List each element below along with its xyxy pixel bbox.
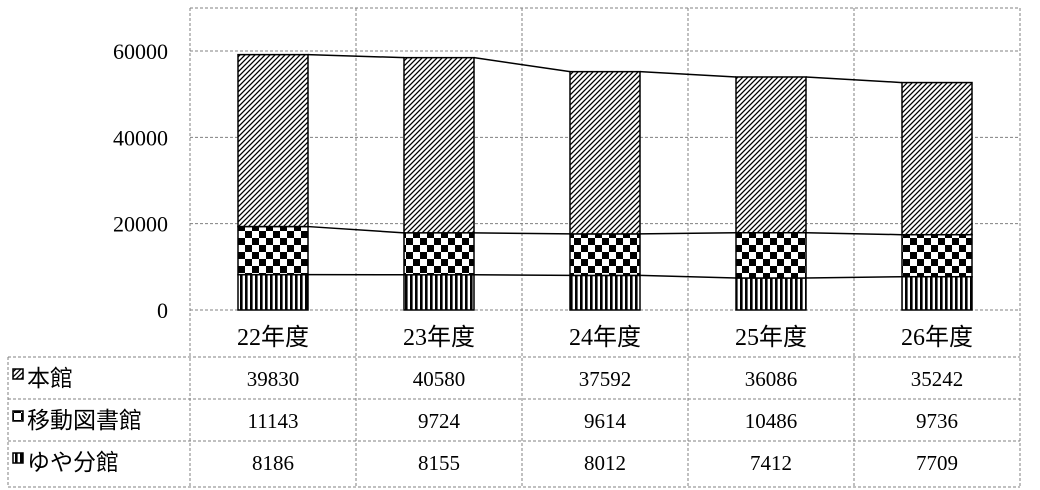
bar-segment-2 bbox=[735, 231, 807, 279]
table-cell-value: 35242 bbox=[911, 367, 964, 391]
y-tick-label: 40000 bbox=[113, 125, 168, 150]
series-line-3 bbox=[805, 76, 903, 84]
table-cell-value: 8155 bbox=[418, 451, 460, 475]
bar-segment-1 bbox=[901, 275, 973, 311]
y-axis: 0 20000 40000 60000 bbox=[113, 39, 168, 323]
bar-segment-2 bbox=[569, 233, 641, 277]
bar-segment-1 bbox=[403, 274, 475, 311]
bar-segment-3 bbox=[569, 70, 641, 235]
series-lines bbox=[307, 53, 903, 279]
series-line-2 bbox=[639, 231, 737, 235]
table-row-label: ゆや分館 bbox=[27, 450, 119, 475]
bar-segment-3 bbox=[735, 76, 807, 234]
bar-segment-2 bbox=[403, 232, 475, 276]
table-cell-value: 8012 bbox=[584, 451, 626, 475]
category-label: 26年度 bbox=[901, 324, 973, 351]
category-label: 24年度 bbox=[569, 324, 641, 351]
table-cell-value: 7709 bbox=[916, 451, 958, 475]
bar-segment-3 bbox=[901, 81, 973, 236]
table-cell-value: 40580 bbox=[413, 367, 466, 391]
bars bbox=[237, 53, 973, 311]
table-row-label: 移動図書館 bbox=[27, 408, 142, 433]
table-cell-value: 10486 bbox=[745, 409, 798, 433]
bar-segment-3 bbox=[237, 53, 309, 228]
category-label: 22年度 bbox=[237, 324, 309, 351]
series-line-3 bbox=[639, 70, 737, 78]
y-tick-label: 60000 bbox=[113, 39, 168, 64]
table-cell-value: 9736 bbox=[916, 409, 958, 433]
category-label: 25年度 bbox=[735, 324, 807, 351]
legend-key bbox=[12, 368, 24, 380]
legend-key bbox=[12, 452, 24, 464]
bar-segment-2 bbox=[237, 225, 309, 276]
series-line-1 bbox=[639, 274, 737, 279]
series-line-2 bbox=[805, 231, 903, 236]
bar-segment-2 bbox=[901, 233, 973, 278]
table-cell-value: 7412 bbox=[750, 451, 792, 475]
table-cell-value: 9614 bbox=[584, 409, 627, 433]
series-line-3 bbox=[473, 56, 571, 73]
bar-segment-1 bbox=[569, 274, 641, 311]
table-cell-value: 39830 bbox=[247, 367, 300, 391]
gridlines bbox=[7, 7, 1021, 488]
series-line-1 bbox=[805, 275, 903, 279]
bar-segment-3 bbox=[403, 56, 475, 234]
bar-segment-1 bbox=[237, 273, 309, 311]
table-cell-value: 36086 bbox=[745, 367, 798, 391]
series-line-2 bbox=[473, 232, 571, 235]
legend-key bbox=[12, 410, 24, 422]
table-cell-value: 9724 bbox=[418, 409, 461, 433]
series-line-2 bbox=[307, 225, 405, 234]
series-line-1 bbox=[473, 274, 571, 277]
table-cell-value: 11143 bbox=[248, 409, 299, 433]
table-cell-value: 37592 bbox=[579, 367, 632, 391]
y-tick-label: 0 bbox=[157, 298, 168, 323]
table-row-label: 本館 bbox=[27, 366, 73, 391]
table-cell-value: 8186 bbox=[252, 451, 294, 475]
y-tick-label: 20000 bbox=[113, 212, 168, 237]
bar-segment-1 bbox=[735, 277, 807, 311]
series-line-3 bbox=[307, 53, 405, 59]
category-label: 23年度 bbox=[403, 324, 475, 351]
